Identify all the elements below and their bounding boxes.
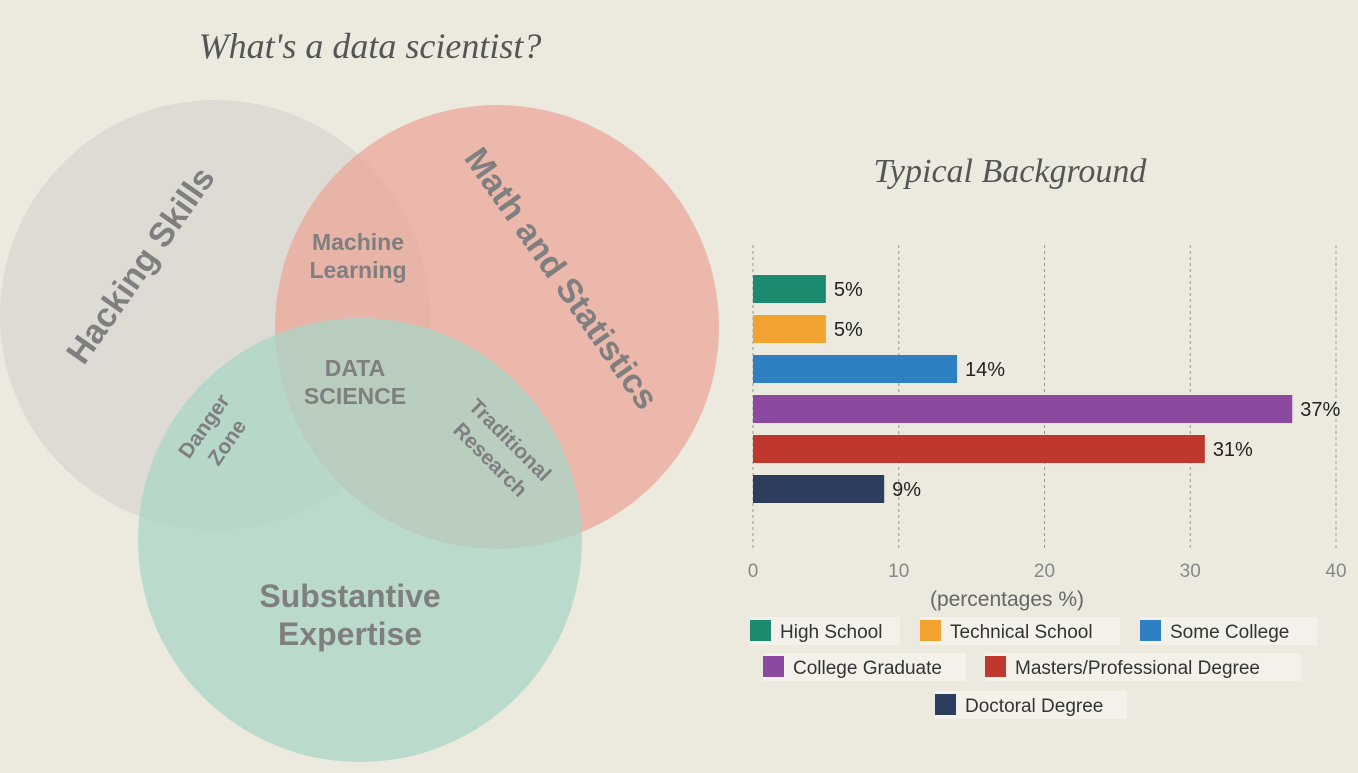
value-label: 5% <box>834 319 863 341</box>
legend-box <box>985 653 1301 681</box>
bar <box>753 355 958 383</box>
legend-box <box>1140 617 1317 645</box>
legend-swatch <box>1140 620 1161 641</box>
x-tick-label: 40 <box>1325 561 1346 582</box>
venn-circle <box>138 318 582 762</box>
x-tick-label: 0 <box>748 561 759 582</box>
x-axis-label: (percentages %) <box>930 588 1084 611</box>
venn-circle-label: Substantive Expertise <box>259 578 440 652</box>
legend-box <box>935 691 1127 719</box>
bar <box>753 275 826 303</box>
legend-swatch <box>985 656 1006 677</box>
venn-region-text: SCIENCE <box>304 383 406 409</box>
venn-circle-label-group: Substantive Expertise <box>259 578 440 652</box>
legend-swatch <box>763 656 784 677</box>
legend-label: Some College <box>1170 622 1289 643</box>
bar <box>753 475 885 503</box>
legend-swatch <box>935 694 956 715</box>
legend-label: Technical School <box>950 622 1093 643</box>
bar <box>753 435 1205 463</box>
value-label: 14% <box>965 359 1005 381</box>
value-label: 31% <box>1213 439 1253 461</box>
bar <box>753 395 1293 423</box>
legend-box <box>763 653 966 681</box>
x-tick-label: 20 <box>1034 561 1055 582</box>
legend-label: Masters/Professional Degree <box>1015 658 1260 679</box>
value-label: 9% <box>892 479 921 501</box>
legend-label: College Graduate <box>793 658 942 679</box>
bar-chart: Typical Background 0 10 20 30 40 (percentages… <box>748 153 1347 719</box>
chart-title: Typical Background <box>874 153 1148 190</box>
legend-swatch <box>920 620 941 641</box>
legend-swatch <box>750 620 771 641</box>
venn-region-text: Learning <box>309 257 406 283</box>
legend-label: High School <box>780 622 882 643</box>
bar <box>753 315 826 343</box>
legend-box <box>920 617 1120 645</box>
legend-label: Doctoral Degree <box>965 696 1103 717</box>
x-tick-label: 30 <box>1180 561 1201 582</box>
value-label: 5% <box>834 279 863 301</box>
venn-diagram: Hacking Skills Math and StatisticsSubstan… <box>0 100 719 762</box>
x-tick-label: 10 <box>888 561 909 582</box>
value-label: 37% <box>1300 399 1340 421</box>
venn-region-text: Machine <box>312 229 404 255</box>
main-title: What's a data scientist? <box>199 26 542 66</box>
venn-region-text: DATA <box>325 355 385 381</box>
legend-box <box>750 617 900 645</box>
